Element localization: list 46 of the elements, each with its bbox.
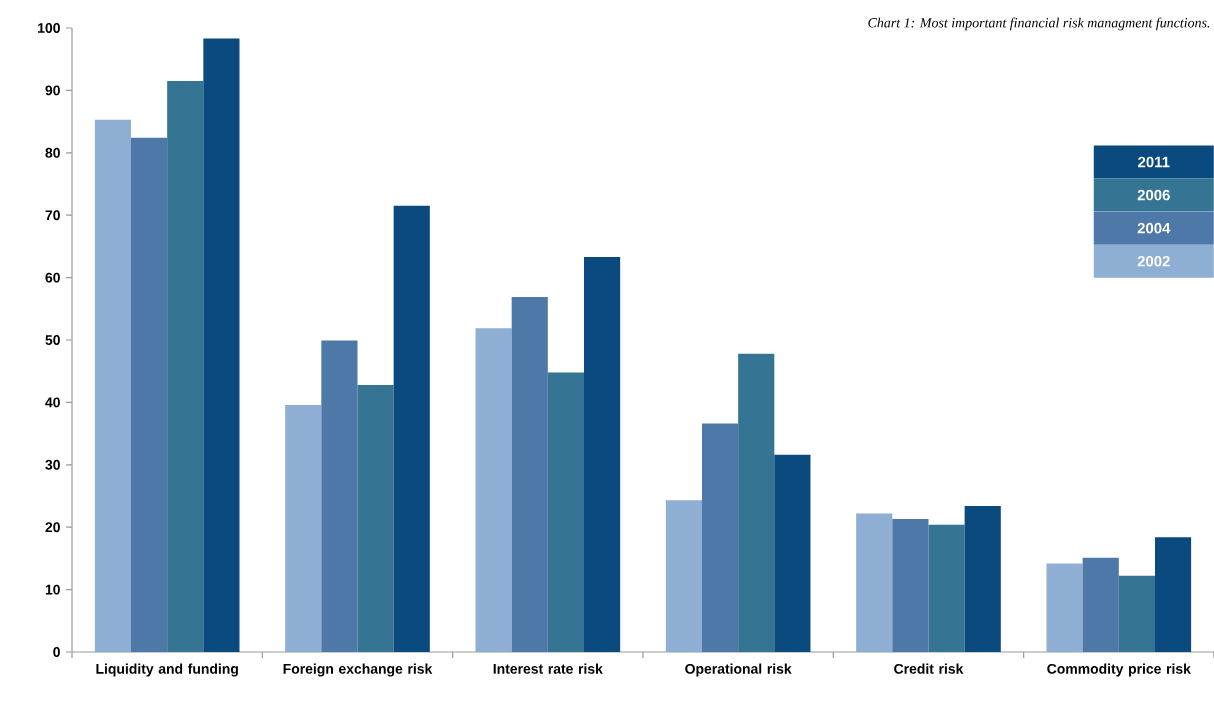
bar (964, 505, 1001, 652)
bar (321, 340, 358, 652)
x-tick-label: Operational risk (685, 663, 792, 677)
bar (774, 454, 811, 652)
y-tick-label: 70 (45, 210, 60, 221)
bar (285, 404, 322, 652)
bar (583, 257, 621, 652)
x-tick-label: Interest rate risk (493, 663, 603, 674)
y-tick-label: 90 (45, 85, 60, 96)
bar (131, 137, 168, 652)
x-tick-label: Liquidity and funding (96, 663, 238, 677)
bar (1118, 575, 1155, 652)
bar (892, 519, 929, 652)
bar (738, 353, 775, 652)
y-tick-label: 20 (45, 522, 60, 533)
x-tick-label: Foreign exchange risk (283, 663, 433, 677)
y-tick-label: 0 (53, 647, 60, 657)
bar (94, 119, 131, 652)
bar (511, 296, 548, 652)
bar (167, 81, 204, 652)
y-tick-label: 30 (45, 459, 60, 470)
y-tick-label: 50 (45, 335, 60, 345)
bar (393, 205, 430, 652)
bar (701, 423, 739, 652)
bar (1046, 563, 1083, 652)
text: 2011 (1138, 156, 1170, 168)
y-tick-label: 40 (45, 397, 60, 408)
y-tick-label: 60 (45, 272, 60, 283)
bar (547, 372, 584, 652)
x-tick-label: Commodity price risk (1047, 663, 1191, 677)
bar (357, 384, 394, 652)
bar (203, 38, 240, 652)
bar (928, 524, 965, 652)
y-tick-label: 10 (45, 584, 60, 595)
y-tick-label: 100 (38, 23, 60, 33)
x-tick-label: Credit risk (894, 663, 964, 674)
y-tick-label: 80 (45, 147, 60, 158)
text: 2004 (1137, 222, 1171, 234)
chart-title: Chart 1: Most important financial risk managment functions. (868, 17, 1210, 31)
bar (1082, 557, 1119, 652)
bar (1154, 537, 1192, 652)
text: 2002 (1137, 255, 1170, 267)
bar (856, 513, 893, 652)
bar (475, 328, 512, 652)
text: 2006 (1137, 189, 1170, 201)
bar (665, 500, 702, 652)
